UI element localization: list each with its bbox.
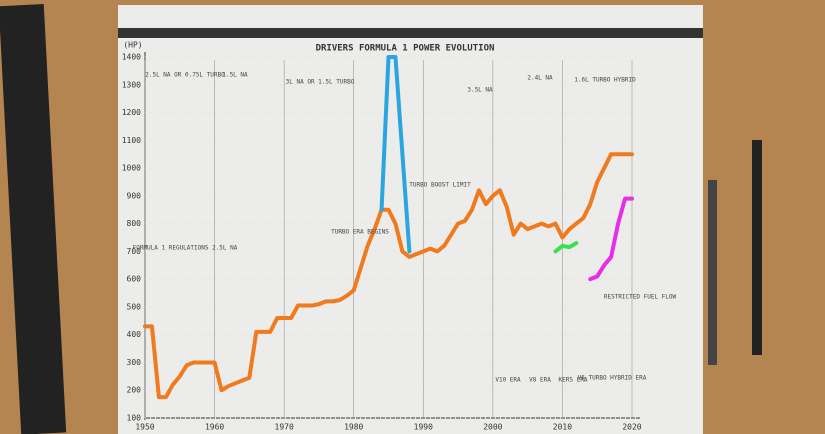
paper [118,5,703,434]
annotation: 1.6L TURBO HYBRID [574,77,636,84]
x-tick-label: 2010 [553,423,572,432]
y-tick-label: 1000 [122,164,141,173]
y-axis-label: (HP) [123,41,142,50]
annotation: TURBO BOOST LIMIT [409,182,471,189]
annotation: KERS ERA [559,377,588,384]
x-tick-label: 2020 [622,423,641,432]
y-tick-label: 1100 [122,136,141,145]
x-tick-label: 2000 [483,423,502,432]
annotation: FORMULA 1 REGULATIONS 2.5L NA [133,245,238,252]
x-tick-label: 1960 [205,423,224,432]
annotation: RESTRICTED FUEL FLOW [604,294,677,301]
ruler [0,3,67,434]
y-tick-label: 200 [127,386,142,395]
x-tick-label: 1980 [344,423,363,432]
data-line [143,152,634,400]
annotation: 3.5L NA [467,87,493,94]
paper-binding [118,28,703,38]
y-tick-label: 100 [127,414,142,423]
annotation: TURBO ERA BEGINS [331,229,389,236]
data-line [553,241,579,254]
y-tick-label: 500 [127,302,142,311]
y-tick-label: 1300 [122,80,141,89]
y-tick-label: 700 [127,247,142,256]
y-tick-label: 1400 [122,53,141,62]
x-tick-label: 1970 [275,423,294,432]
y-tick-label: 1200 [122,108,141,117]
annotation: 2.4L NA [527,75,553,82]
x-tick-label: 1950 [135,423,154,432]
annotation: V8 ERA [529,377,551,384]
y-tick-label: 900 [127,191,142,200]
y-tick-label: 400 [127,330,142,339]
chart-title: DRIVERS FORMULA 1 POWER EVOLUTION [316,44,495,54]
annotation: 3L NA OR 1.5L TURBO [286,79,355,86]
pen [708,180,717,365]
annotation: 2.5L NA OR 0.75L TURBO [145,72,225,79]
y-tick-label: 600 [127,275,142,284]
y-tick-label: 800 [127,219,142,228]
annotation: V6 TURBO HYBRID ERA [578,375,647,382]
x-tick-label: 1990 [414,423,433,432]
annotation: 1.5L NA [222,72,248,79]
pen [752,140,762,355]
y-tick-label: 300 [127,358,142,367]
annotation: V10 ERA [495,377,521,384]
data-line [379,55,412,254]
data-line [588,196,634,282]
